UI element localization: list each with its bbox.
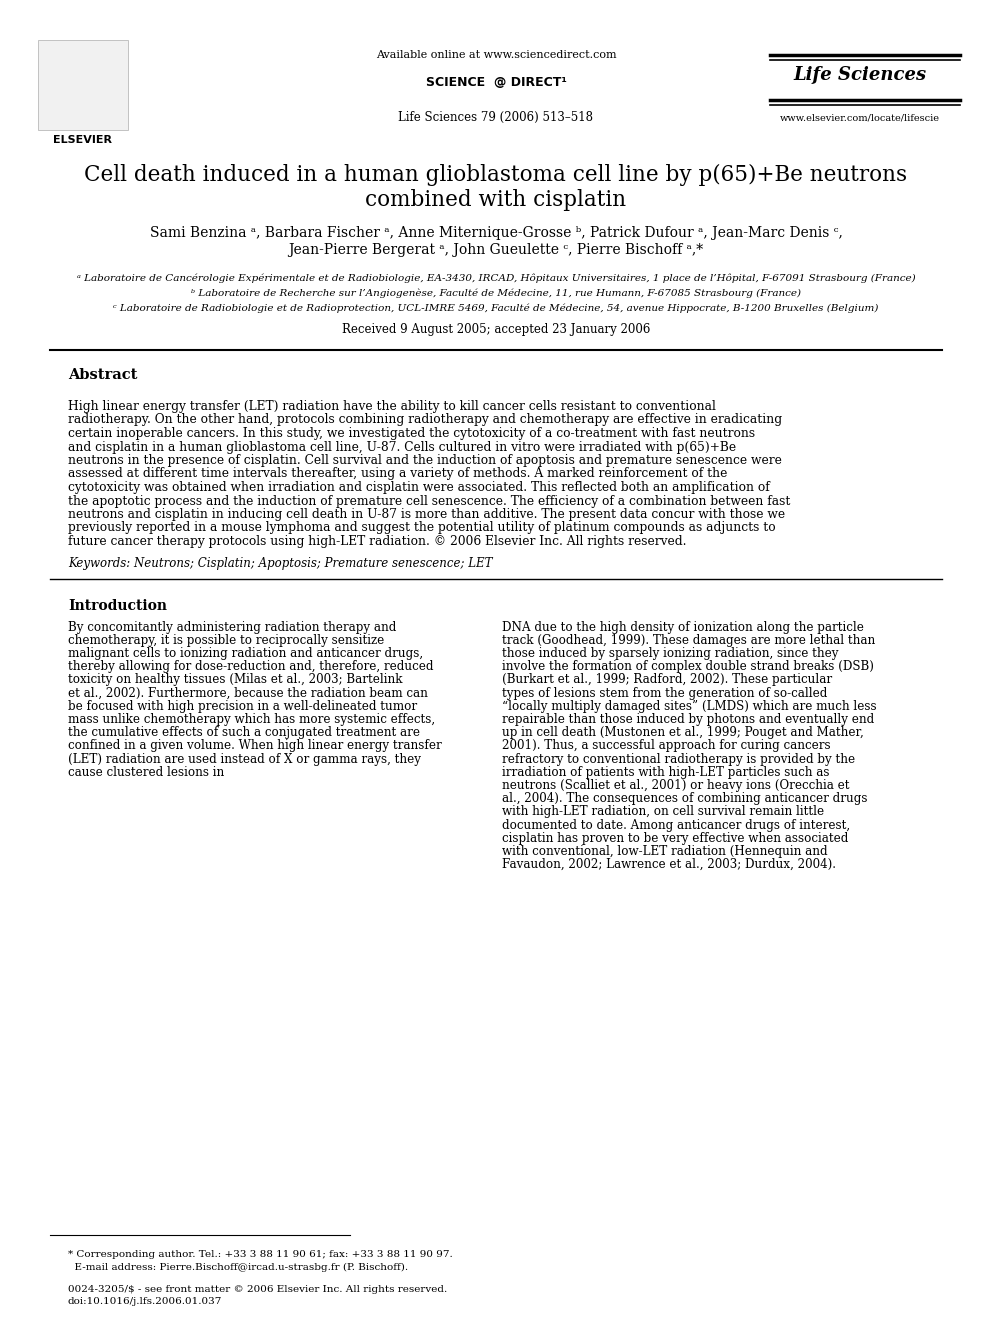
- Text: assessed at different time intervals thereafter, using a variety of methods. A m: assessed at different time intervals the…: [68, 467, 727, 480]
- Text: High linear energy transfer (LET) radiation have the ability to kill cancer cell: High linear energy transfer (LET) radiat…: [68, 400, 716, 413]
- Text: et al., 2002). Furthermore, because the radiation beam can: et al., 2002). Furthermore, because the …: [68, 687, 428, 700]
- Text: those induced by sparsely ionizing radiation, since they: those induced by sparsely ionizing radia…: [502, 647, 838, 660]
- Text: ᶜ Laboratoire de Radiobiologie et de Radioprotection, UCL-IMRE 5469, Faculté de : ᶜ Laboratoire de Radiobiologie et de Rad…: [113, 303, 879, 312]
- Text: with high-LET radiation, on cell survival remain little: with high-LET radiation, on cell surviva…: [502, 806, 824, 819]
- Text: previously reported in a mouse lymphoma and suggest the potential utility of pla: previously reported in a mouse lymphoma …: [68, 521, 776, 534]
- Text: types of lesions stem from the generation of so-called: types of lesions stem from the generatio…: [502, 687, 827, 700]
- Text: neutrons in the presence of cisplatin. Cell survival and the induction of apopto: neutrons in the presence of cisplatin. C…: [68, 454, 782, 467]
- Text: chemotherapy, it is possible to reciprocally sensitize: chemotherapy, it is possible to reciproc…: [68, 634, 384, 647]
- Text: Favaudon, 2002; Lawrence et al., 2003; Durdux, 2004).: Favaudon, 2002; Lawrence et al., 2003; D…: [502, 859, 836, 871]
- Text: irradiation of patients with high-LET particles such as: irradiation of patients with high-LET pa…: [502, 766, 829, 779]
- Text: mass unlike chemotherapy which has more systemic effects,: mass unlike chemotherapy which has more …: [68, 713, 435, 726]
- Text: * Corresponding author. Tel.: +33 3 88 11 90 61; fax: +33 3 88 11 90 97.: * Corresponding author. Tel.: +33 3 88 1…: [68, 1250, 452, 1259]
- Text: refractory to conventional radiotherapy is provided by the: refractory to conventional radiotherapy …: [502, 753, 855, 766]
- Text: www.elsevier.com/locate/lifescie: www.elsevier.com/locate/lifescie: [780, 114, 940, 123]
- Bar: [38, 40, 128, 130]
- Text: cause clustered lesions in: cause clustered lesions in: [68, 766, 224, 779]
- Text: Available online at www.sciencedirect.com: Available online at www.sciencedirect.co…: [376, 50, 616, 60]
- Text: documented to date. Among anticancer drugs of interest,: documented to date. Among anticancer dru…: [502, 819, 850, 831]
- Text: Life Sciences: Life Sciences: [794, 66, 927, 83]
- Text: radiotherapy. On the other hand, protocols combining radiotherapy and chemothera: radiotherapy. On the other hand, protoco…: [68, 414, 782, 426]
- Text: future cancer therapy protocols using high-LET radiation. © 2006 Elsevier Inc. A: future cancer therapy protocols using hi…: [68, 534, 686, 548]
- Text: with conventional, low-LET radiation (Hennequin and: with conventional, low-LET radiation (He…: [502, 845, 827, 857]
- Text: DNA due to the high density of ionization along the particle: DNA due to the high density of ionizatio…: [502, 620, 864, 634]
- Text: cytotoxicity was obtained when irradiation and cisplatin were associated. This r: cytotoxicity was obtained when irradiati…: [68, 482, 770, 493]
- Text: (Burkart et al., 1999; Radford, 2002). These particular: (Burkart et al., 1999; Radford, 2002). T…: [502, 673, 832, 687]
- Text: repairable than those induced by photons and eventually end: repairable than those induced by photons…: [502, 713, 874, 726]
- Text: track (Goodhead, 1999). These damages are more lethal than: track (Goodhead, 1999). These damages ar…: [502, 634, 875, 647]
- Text: the cumulative effects of such a conjugated treatment are: the cumulative effects of such a conjuga…: [68, 726, 420, 740]
- Text: involve the formation of complex double strand breaks (DSB): involve the formation of complex double …: [502, 660, 874, 673]
- Text: al., 2004). The consequences of combining anticancer drugs: al., 2004). The consequences of combinin…: [502, 792, 867, 806]
- Text: the apoptotic process and the induction of premature cell senescence. The effici: the apoptotic process and the induction …: [68, 495, 791, 508]
- Text: Cell death induced in a human glioblastoma cell line by p(65)+Be neutrons: Cell death induced in a human glioblasto…: [84, 164, 908, 187]
- Text: ᵃ Laboratoire de Cancérologie Expérimentale et de Radiobiologie, EA-3430, IRCAD,: ᵃ Laboratoire de Cancérologie Expériment…: [76, 274, 916, 283]
- Text: ELSEVIER: ELSEVIER: [54, 135, 112, 146]
- Text: neutrons (Scalliet et al., 2001) or heavy ions (Orecchia et: neutrons (Scalliet et al., 2001) or heav…: [502, 779, 849, 792]
- Text: Life Sciences 79 (2006) 513–518: Life Sciences 79 (2006) 513–518: [399, 111, 593, 123]
- Text: combined with cisplatin: combined with cisplatin: [365, 189, 627, 210]
- Text: Sami Benzina ᵃ, Barbara Fischer ᵃ, Anne Miternique-Grosse ᵇ, Patrick Dufour ᵃ, J: Sami Benzina ᵃ, Barbara Fischer ᵃ, Anne …: [150, 226, 842, 239]
- Text: toxicity on healthy tissues (Milas et al., 2003; Bartelink: toxicity on healthy tissues (Milas et al…: [68, 673, 403, 687]
- Text: confined in a given volume. When high linear energy transfer: confined in a given volume. When high li…: [68, 740, 441, 753]
- Text: By concomitantly administering radiation therapy and: By concomitantly administering radiation…: [68, 620, 397, 634]
- Text: cisplatin has proven to be very effective when associated: cisplatin has proven to be very effectiv…: [502, 832, 848, 844]
- Text: 2001). Thus, a successful approach for curing cancers: 2001). Thus, a successful approach for c…: [502, 740, 830, 753]
- Text: Abstract: Abstract: [68, 368, 137, 382]
- Text: 0024-3205/$ - see front matter © 2006 Elsevier Inc. All rights reserved.: 0024-3205/$ - see front matter © 2006 El…: [68, 1285, 447, 1294]
- Text: Introduction: Introduction: [68, 598, 167, 613]
- Text: malignant cells to ionizing radiation and anticancer drugs,: malignant cells to ionizing radiation an…: [68, 647, 424, 660]
- Text: Jean-Pierre Bergerat ᵃ, John Gueulette ᶜ, Pierre Bischoff ᵃ,*: Jean-Pierre Bergerat ᵃ, John Gueulette ᶜ…: [289, 243, 703, 257]
- Text: up in cell death (Mustonen et al., 1999; Pouget and Mather,: up in cell death (Mustonen et al., 1999;…: [502, 726, 864, 740]
- Text: and cisplatin in a human glioblastoma cell line, U-87. Cells cultured in vitro w: and cisplatin in a human glioblastoma ce…: [68, 441, 736, 454]
- Text: SCIENCE  @ DIRECT¹: SCIENCE @ DIRECT¹: [426, 75, 566, 89]
- Text: thereby allowing for dose-reduction and, therefore, reduced: thereby allowing for dose-reduction and,…: [68, 660, 434, 673]
- Text: neutrons and cisplatin in inducing cell death in U-87 is more than additive. The: neutrons and cisplatin in inducing cell …: [68, 508, 785, 521]
- Text: be focused with high precision in a well-delineated tumor: be focused with high precision in a well…: [68, 700, 417, 713]
- Text: Received 9 August 2005; accepted 23 January 2006: Received 9 August 2005; accepted 23 Janu…: [342, 324, 650, 336]
- Text: Keywords: Neutrons; Cisplatin; Apoptosis; Premature senescence; LET: Keywords: Neutrons; Cisplatin; Apoptosis…: [68, 557, 492, 569]
- Text: doi:10.1016/j.lfs.2006.01.037: doi:10.1016/j.lfs.2006.01.037: [68, 1297, 222, 1306]
- Text: ᵇ Laboratoire de Recherche sur l’Angiogenèse, Faculté de Médecine, 11, rue Human: ᵇ Laboratoire de Recherche sur l’Angioge…: [191, 288, 801, 298]
- Text: certain inoperable cancers. In this study, we investigated the cytotoxicity of a: certain inoperable cancers. In this stud…: [68, 427, 755, 441]
- Text: E-mail address: Pierre.Bischoff@ircad.u-strasbg.fr (P. Bischoff).: E-mail address: Pierre.Bischoff@ircad.u-…: [68, 1263, 408, 1273]
- Text: “locally multiply damaged sites” (LMDS) which are much less: “locally multiply damaged sites” (LMDS) …: [502, 700, 877, 713]
- Text: (LET) radiation are used instead of X or gamma rays, they: (LET) radiation are used instead of X or…: [68, 753, 421, 766]
